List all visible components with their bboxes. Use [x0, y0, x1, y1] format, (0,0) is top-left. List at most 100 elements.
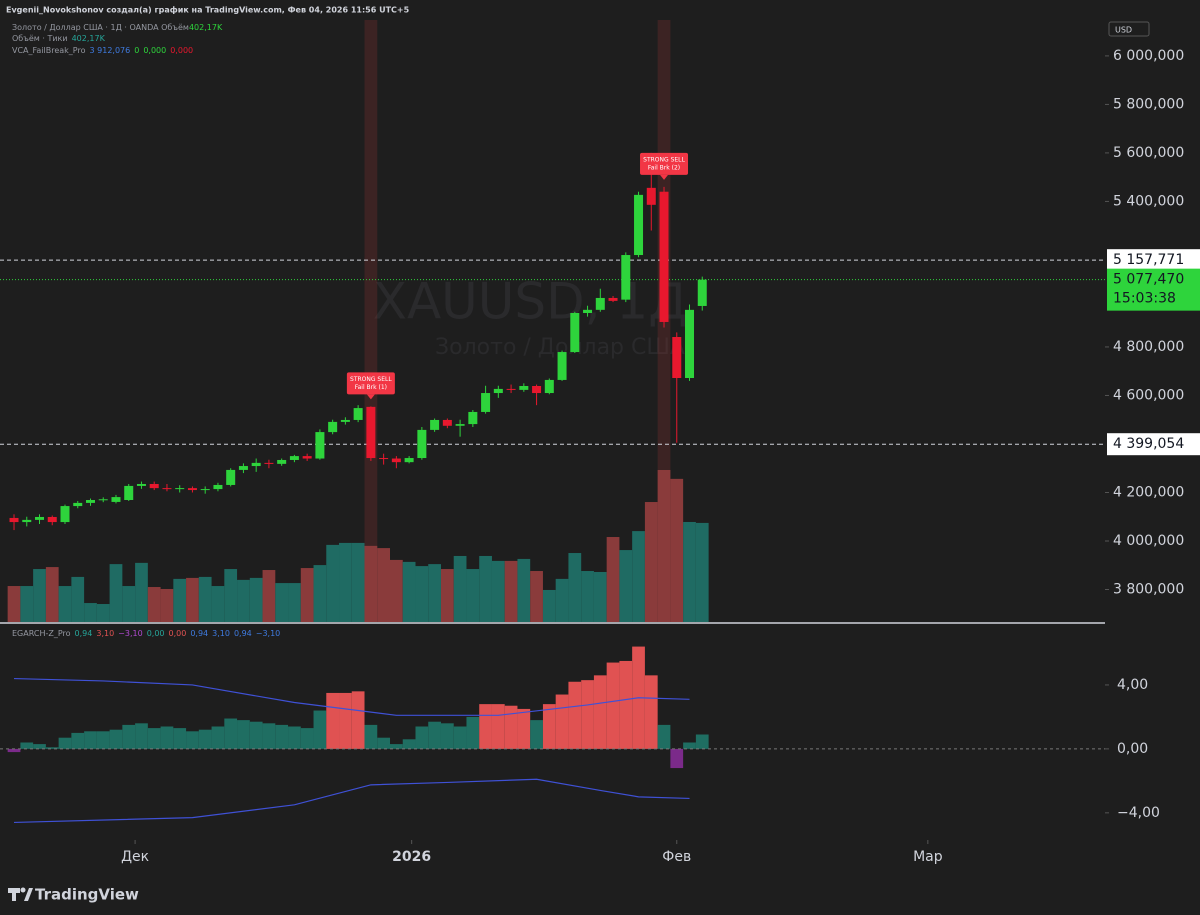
- osc-bar: [237, 720, 250, 749]
- volume-bar: [7, 586, 21, 622]
- osc-bar: [45, 747, 59, 749]
- candle-body: [417, 429, 427, 459]
- osc-bar: [58, 737, 72, 749]
- candle-body: [481, 393, 491, 412]
- osc-bar: [20, 742, 34, 749]
- watermark: XAUUSD, 1Д: [373, 273, 688, 331]
- osc-bar: [568, 681, 582, 749]
- candle-body: [251, 462, 261, 467]
- volume-bar: [581, 571, 594, 622]
- candle-body: [238, 466, 248, 470]
- volume-bar: [364, 545, 378, 622]
- osc-bar: [160, 726, 174, 749]
- osc-bar: [262, 723, 276, 749]
- level-box: [1107, 433, 1200, 456]
- currency[interactable]: USD: [1115, 26, 1132, 35]
- osc-bar: [339, 692, 352, 749]
- x-tick-label: Дек: [121, 849, 149, 865]
- candle-body: [200, 489, 210, 491]
- volume-bar: [45, 567, 59, 622]
- osc-bar: [479, 704, 492, 749]
- level-label: 5 157,771: [1113, 252, 1184, 268]
- y-tick-label: 4 600,000: [1113, 387, 1184, 403]
- candle-body: [659, 191, 669, 322]
- brand: TradingView: [35, 886, 139, 904]
- osc-legend: EGARCH-Z_Pro 0,94 3,10 −3,10 0,00 0,00 0,94 3,1…: [12, 629, 280, 638]
- currency-box[interactable]: [1108, 21, 1150, 37]
- candle-body: [634, 194, 644, 256]
- volume-bar: [135, 562, 148, 622]
- candle-body: [289, 456, 299, 460]
- osc-bar: [683, 742, 696, 749]
- osc-bar: [542, 704, 556, 749]
- osc-bar: [84, 731, 97, 749]
- osc-bar: [288, 726, 301, 749]
- signal-pointer: [660, 174, 669, 180]
- candle-body: [22, 519, 32, 523]
- candle-body: [264, 462, 274, 464]
- candle-body: [353, 408, 363, 420]
- osc-bar: [135, 723, 148, 749]
- volume-bar: [109, 564, 123, 622]
- candle-body: [73, 502, 83, 507]
- candle-body: [340, 419, 350, 422]
- legend-value: 0,00: [147, 629, 165, 638]
- osc-bar: [555, 694, 569, 749]
- legend-value: 0,94: [234, 629, 252, 638]
- legend-value: 3 912,076: [90, 46, 131, 55]
- volume-bar: [491, 560, 505, 622]
- y-tick-label: 5 800,000: [1113, 96, 1184, 112]
- volume-bar: [657, 470, 671, 622]
- candle-body: [213, 484, 223, 490]
- candle-body: [583, 309, 593, 313]
- candle-body: [277, 459, 287, 464]
- volume-bar: [186, 577, 199, 622]
- osc-bar: [377, 737, 390, 749]
- osc-bar: [364, 724, 378, 749]
- lower-band: [14, 778, 690, 824]
- legend-value: 3,10: [212, 629, 230, 638]
- candle-body: [302, 456, 312, 459]
- volume-bar: [58, 586, 72, 622]
- volume-bar: [504, 560, 518, 622]
- osc-bar: [491, 704, 505, 749]
- signal-band: [364, 20, 378, 622]
- candle-body: [685, 309, 695, 378]
- candle-body: [47, 516, 57, 523]
- y-tick-label: 4,00: [1117, 677, 1148, 693]
- candle-body: [124, 485, 134, 500]
- y-tick-label: 4 800,000: [1113, 339, 1184, 355]
- signal-label: Fail Brk (2): [648, 164, 680, 171]
- candle-body: [595, 297, 605, 310]
- volume-bar: [555, 578, 569, 622]
- osc-bar: [402, 739, 416, 749]
- candle-body: [35, 516, 45, 520]
- volume-bar: [288, 583, 301, 622]
- volume-bar: [402, 561, 416, 622]
- candle-body: [9, 517, 19, 523]
- osc-bar: [428, 721, 441, 749]
- candle-body: [506, 388, 516, 390]
- brand-logo: [8, 887, 33, 901]
- volume-bar: [122, 586, 136, 622]
- volume-bar: [249, 577, 263, 622]
- upper-band: [14, 677, 690, 716]
- legend-value: 0,94: [190, 629, 208, 638]
- candle-body: [544, 379, 554, 394]
- volume-bar: [695, 522, 709, 622]
- author: Evgenii_Novokshonov создал(а) график на …: [6, 6, 410, 15]
- candle-body: [366, 406, 376, 459]
- volume-bar: [415, 566, 429, 622]
- y-tick-label: 4 000,000: [1113, 533, 1184, 549]
- candle-body: [315, 432, 325, 459]
- osc-bar: [7, 748, 21, 753]
- legend-text: Объём · Тики: [12, 34, 68, 43]
- volume-bar: [670, 478, 684, 622]
- legend-value: 402,17K: [189, 23, 223, 32]
- candle-body: [442, 419, 452, 426]
- volume-bar: [530, 571, 543, 622]
- candle-body: [391, 458, 401, 463]
- signal-label: Fail Brk (1): [355, 384, 387, 391]
- candle-body: [468, 411, 478, 425]
